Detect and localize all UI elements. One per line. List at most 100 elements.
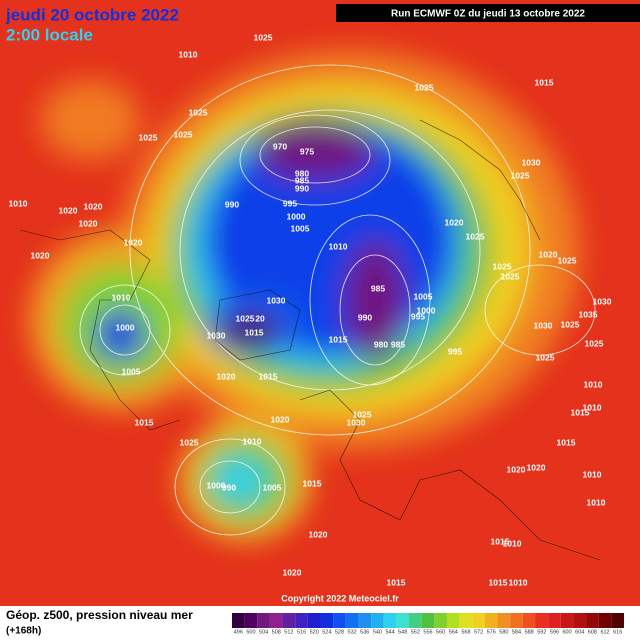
isobar-label: 1020 <box>445 217 464 227</box>
colorbar-swatch <box>535 613 549 628</box>
colorbar-label: 532 <box>348 629 357 635</box>
colorbar-label: 524 <box>322 629 331 635</box>
colorbar-label: 608 <box>588 629 597 635</box>
colorbar-swatch <box>282 613 296 628</box>
colorbar-swatch <box>446 613 460 628</box>
isobar-label: 985 <box>391 339 405 349</box>
isobar-label: 1020 <box>124 237 143 247</box>
colorbar-swatch <box>497 613 511 628</box>
isobar-label: 1010 <box>587 497 606 507</box>
isobar-label: 1030 <box>207 330 226 340</box>
colorbar-label: 536 <box>360 629 369 635</box>
colorbar-swatch <box>358 613 372 628</box>
forecast-date: jeudi 20 octobre 2022 <box>5 5 179 24</box>
isobar-label: 1020 <box>59 205 78 215</box>
colorbar-swatch <box>320 613 334 628</box>
colorbar-swatch <box>472 613 485 628</box>
isobar-label: 1005 <box>122 366 141 376</box>
colorbar-label: 516 <box>297 629 306 635</box>
isobar-label: 1035 <box>579 309 598 319</box>
isobar-label: 1020 <box>527 462 546 472</box>
isobar-label: 1030 <box>267 295 286 305</box>
colorbar-label: 612 <box>600 629 609 635</box>
isobar-label: 1020 <box>283 567 302 577</box>
colorbar-swatch <box>421 613 435 628</box>
isobar-label: 980 <box>295 168 309 178</box>
isobar-label: 1025 <box>536 352 555 362</box>
isobar-label: 1005 <box>291 223 310 233</box>
colorbar-swatch <box>560 613 574 628</box>
isobar-label: 970 <box>273 141 287 151</box>
isobar-label: 1015 <box>571 407 590 417</box>
colorbar-label: 588 <box>525 629 534 635</box>
isobar-label: 980 <box>374 339 388 349</box>
colorbar-label: 596 <box>550 629 559 635</box>
isobar-label: 1010 <box>509 577 528 587</box>
isobar-label: 1000 <box>207 480 226 490</box>
isobar-label: 1025 <box>189 107 208 117</box>
colorbar-label: 580 <box>499 629 508 635</box>
isobar-label: 1000 <box>287 211 306 221</box>
colorbar-swatch <box>510 613 523 628</box>
colorbar: 496 500 504 508 512 516 520 524 528 532 536 540 544 5… <box>232 613 624 635</box>
colorbar-swatch <box>295 613 308 628</box>
isobar-label: 1015 <box>303 478 322 488</box>
colorbar-label: 576 <box>487 629 496 635</box>
colorbar-swatch <box>269 613 283 628</box>
colorbar-label: 548 <box>398 629 407 635</box>
isobar-label: 1025 <box>174 129 193 139</box>
isobar-label: 1015 <box>491 536 510 546</box>
colorbar-label: 500 <box>246 629 255 635</box>
isobar-label: 1000 <box>417 305 436 315</box>
isobar-label: 1015 <box>387 577 406 587</box>
isobar-label: 1025 <box>353 409 372 419</box>
colorbar-label: 572 <box>474 629 483 635</box>
isobar-label: 1010 <box>584 379 603 389</box>
colorbar-label: 556 <box>423 629 432 635</box>
isobar-label: 1030 <box>522 157 541 167</box>
colorbar-label: 512 <box>284 629 293 635</box>
isobar-label: 1020 <box>309 529 328 539</box>
isobar-label: 1025 <box>501 271 520 281</box>
isobar-label: 1010 <box>9 198 28 208</box>
isobar-label: 1015 <box>535 77 554 87</box>
isobar-label: 1010 <box>243 436 262 446</box>
isobar-label: 1025 <box>415 82 434 92</box>
isobar-label: 995 <box>283 198 297 208</box>
isobar-label: 1010 <box>329 241 348 251</box>
isobar-label: 1020 <box>271 414 290 424</box>
isobar-label: 990 <box>295 183 309 193</box>
colorbar-swatch <box>232 613 245 628</box>
colorbar-label: 544 <box>385 629 394 635</box>
colorbar-swatch <box>396 613 410 628</box>
colorbar-label: 540 <box>373 629 382 635</box>
isobar-label: 1020 <box>539 249 558 259</box>
colorbar-swatch <box>307 613 321 628</box>
isobar-label: 1015 <box>329 334 348 344</box>
geopotential-field <box>30 50 580 540</box>
colorbar-swatch <box>484 613 498 628</box>
colorbar-swatch <box>383 613 397 628</box>
colorbar-swatch <box>573 613 587 628</box>
isobar-label: 995 <box>448 346 462 356</box>
isobar-label: 1020 <box>31 250 50 260</box>
isobar-label: 1025 <box>558 255 577 265</box>
colorbar-swatch <box>409 613 422 628</box>
isobar-label: 1015 <box>489 577 508 587</box>
isobar-label: 1000 <box>116 322 135 332</box>
isobar-label: 1020 <box>79 218 98 228</box>
isobar-label: 1025 <box>254 32 273 42</box>
run-info: Run ECMWF 0Z du jeudi 13 octobre 2022 <box>391 9 585 20</box>
isobar-label: 1015 <box>557 437 576 447</box>
isobar-label: 1030 <box>347 417 366 427</box>
isobar-label: 985 <box>371 283 385 293</box>
isobar-label: 1010 <box>583 402 602 412</box>
forecast-time: 2:00 locale <box>6 25 93 44</box>
colorbar-label: 568 <box>461 629 470 635</box>
isobar-label: 1010 <box>179 49 198 59</box>
lead-time: (+168h) <box>6 626 41 637</box>
colorbar-swatch <box>257 613 270 628</box>
colorbar-swatch <box>244 613 258 628</box>
